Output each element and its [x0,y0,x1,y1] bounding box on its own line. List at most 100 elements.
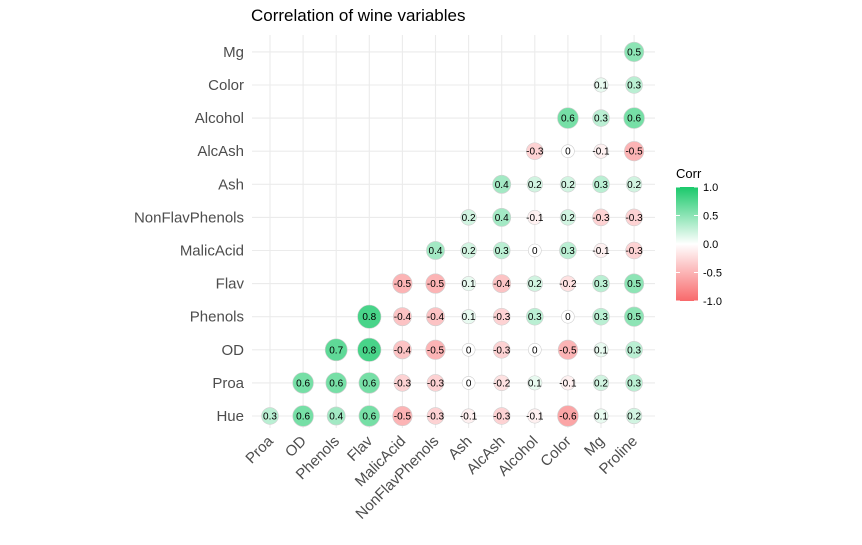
correlation-dot [324,338,348,362]
correlation-label: 0.2 [462,213,476,224]
correlation-dot [392,340,412,360]
correlation-label: 0.5 [627,279,641,290]
y-tick-label: OD [222,342,245,359]
correlation-dot [625,407,643,425]
correlation-dot [557,339,578,360]
correlation-dot [593,342,609,358]
correlation-label: -0.6 [559,412,577,423]
correlation-dot [492,341,511,359]
correlation-label: 0.7 [329,345,343,356]
correlation-dot [527,342,542,357]
correlation-dot [592,208,610,227]
correlation-dot [624,306,645,327]
correlation-dot [625,76,643,94]
correlation-dot [426,407,445,425]
correlation-label: -0.4 [427,312,445,323]
correlation-label: 0 [466,345,472,356]
correlation-label: 0.2 [594,378,608,389]
correlation-label: 0.6 [296,378,310,389]
correlation-label: -0.3 [427,378,445,389]
correlation-dot [325,372,347,394]
correlation-label: 0.3 [495,246,509,257]
correlation-dot [560,375,576,391]
correlation-label: -0.3 [592,213,610,224]
correlation-label: -0.1 [526,412,544,423]
correlation-dot [559,176,577,193]
correlation-dot [492,174,512,194]
legend-tick-label: 0.5 [703,211,718,223]
correlation-dot [492,274,512,294]
correlation-label: 0.1 [594,345,608,356]
y-tick-label: AlcAsh [197,143,244,160]
correlation-label: 0.3 [627,81,641,92]
correlation-dot [526,275,543,292]
correlation-label: 0 [466,378,472,389]
correlation-label: 0 [532,246,538,257]
correlation-dot [292,372,314,394]
correlation-dot [593,408,609,424]
correlation-dot [592,109,610,127]
correlation-label: 0.2 [561,180,575,191]
correlation-label: 0.4 [495,180,509,191]
grid [252,35,655,428]
correlation-label: 0.5 [627,312,641,323]
correlation-label: -0.5 [427,345,445,356]
correlation-label: 0.6 [329,378,343,389]
correlation-label: -0.1 [559,378,577,389]
correlation-label: 0.2 [528,180,542,191]
correlation-label: -0.4 [394,345,412,356]
y-tick-label: NonFlavPhenols [134,209,244,226]
correlation-dot [261,407,279,425]
correlation-label: 0.3 [627,345,641,356]
y-tick-label: Ash [218,176,244,193]
correlation-label: 0.3 [594,312,608,323]
correlation-dot [461,376,476,390]
correlation-label: 0.1 [528,378,542,389]
correlation-dot [392,405,413,427]
correlation-dot [326,406,346,426]
correlation-label: 0.4 [495,213,509,224]
correlation-dot [461,408,477,424]
correlation-label: 0 [565,147,571,158]
correlation-dot [425,273,446,294]
correlation-dot [461,276,477,292]
correlation-label: 0.6 [561,114,575,125]
correlation-dot [358,405,380,427]
correlation-label: 0.2 [462,246,476,257]
correlation-dot [557,405,579,427]
correlation-dot [357,337,382,362]
legend-title: Corr [676,166,702,181]
correlation-dot [526,307,544,326]
y-tick-label: MalicAcid [180,243,244,260]
correlation-label: 0 [565,312,571,323]
chart-title: Correlation of wine variables [251,6,466,25]
correlation-label: 0.6 [362,378,376,389]
correlation-label: 0.2 [627,412,641,423]
correlation-dot [526,176,543,193]
correlation-dot [461,309,477,325]
correlation-dot [426,307,445,327]
correlation-dot [358,372,380,394]
correlation-dot [527,243,542,258]
correlation-label: 0.8 [362,345,376,356]
correlation-label: 0.2 [627,180,641,191]
correlation-dot [559,275,577,292]
correlation-label: -0.1 [526,213,544,224]
legend: Corr 1.0 0.5 0.0 -0.5 -1.0 [676,166,722,308]
correlation-label: 0.6 [296,412,310,423]
correlation-dot [425,339,446,360]
correlation-dot [593,77,609,93]
correlation-dot [426,374,445,392]
correlation-dot [492,407,511,425]
y-tick-label: Proa [212,375,244,392]
correlation-label: -0.3 [625,246,643,257]
correlation-label: -0.5 [394,279,412,290]
correlation-label: -0.4 [394,312,412,323]
correlation-label: 0.1 [462,312,476,323]
correlation-dot [592,175,610,194]
correlation-dot [393,374,412,392]
x-tick-label: OD [282,433,310,461]
correlation-dot [593,143,609,159]
correlation-dot [392,273,413,294]
correlation-dot [561,309,575,324]
